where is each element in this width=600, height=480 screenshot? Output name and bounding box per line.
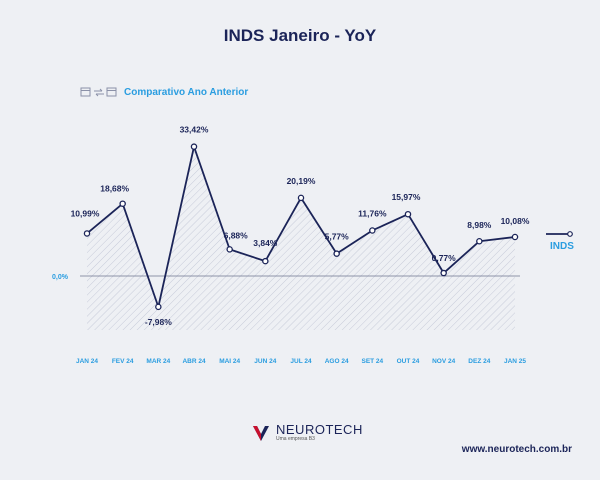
data-point: [369, 227, 376, 234]
x-tick-label: MAI 24: [219, 358, 240, 365]
data-label: 20,19%: [287, 176, 316, 186]
data-label: 8,98%: [467, 220, 492, 230]
x-tick-label: DEZ 24: [468, 358, 490, 365]
x-tick-label: AGO 24: [325, 358, 349, 365]
data-point: [404, 210, 412, 218]
x-tick-label: FEV 24: [112, 358, 134, 365]
data-point: [226, 246, 233, 253]
data-label: 10,08%: [501, 216, 530, 226]
brand-name: NEUROTECH: [276, 422, 363, 437]
data-label: 6,88%: [224, 230, 249, 240]
legend-label: INDS: [550, 241, 574, 252]
data-label: 0,77%: [432, 253, 457, 263]
zero-label: 0,0%: [52, 274, 69, 281]
x-tick-label: SET 24: [361, 358, 383, 365]
data-label: 11,76%: [358, 208, 387, 218]
data-label: 10,99%: [71, 208, 100, 218]
data-label: 18,68%: [100, 184, 129, 194]
area-fill: [87, 146, 515, 330]
neurotech-logo-icon: [253, 426, 269, 441]
x-tick-label: JAN 25: [504, 358, 526, 365]
x-tick-label: ABR 24: [182, 358, 206, 365]
chart-subtitle: Comparativo Ano Anterior: [124, 86, 249, 98]
legend-marker: [567, 231, 573, 237]
data-label: 33,42%: [180, 125, 209, 135]
data-label: 15,97%: [392, 192, 421, 202]
data-point: [440, 269, 447, 277]
chart-title: INDS Janeiro - YoY: [223, 26, 377, 45]
x-tick-label: JUL 24: [290, 358, 312, 365]
data-point: [476, 237, 483, 245]
data-point: [190, 143, 198, 150]
data-label: -7,98%: [145, 317, 172, 327]
data-label: 3,84%: [253, 238, 278, 248]
subtitle-row: Comparativo Ano Anterior: [80, 86, 248, 98]
website-link[interactable]: www.neurotech.com.br: [461, 444, 572, 455]
data-label: 5,77%: [325, 232, 350, 242]
x-tick-label: NOV 24: [432, 358, 456, 365]
x-tick-label: JAN 24: [76, 358, 98, 365]
brand-subtitle: Uma empresa B3: [276, 436, 315, 442]
data-point: [511, 233, 519, 241]
data-point: [155, 303, 162, 311]
data-point: [333, 250, 340, 257]
x-tick-label: JUN 24: [254, 358, 276, 365]
x-tick-label: OUT 24: [397, 358, 420, 365]
data-point: [297, 194, 305, 202]
data-point: [262, 257, 269, 265]
calendar-compare-icon: [80, 87, 117, 97]
data-point: [119, 200, 126, 207]
x-tick-label: MAR 24: [146, 358, 170, 365]
data-point: [83, 230, 91, 237]
neurotech-logo: NEUROTECH Uma empresa B3: [252, 422, 363, 442]
